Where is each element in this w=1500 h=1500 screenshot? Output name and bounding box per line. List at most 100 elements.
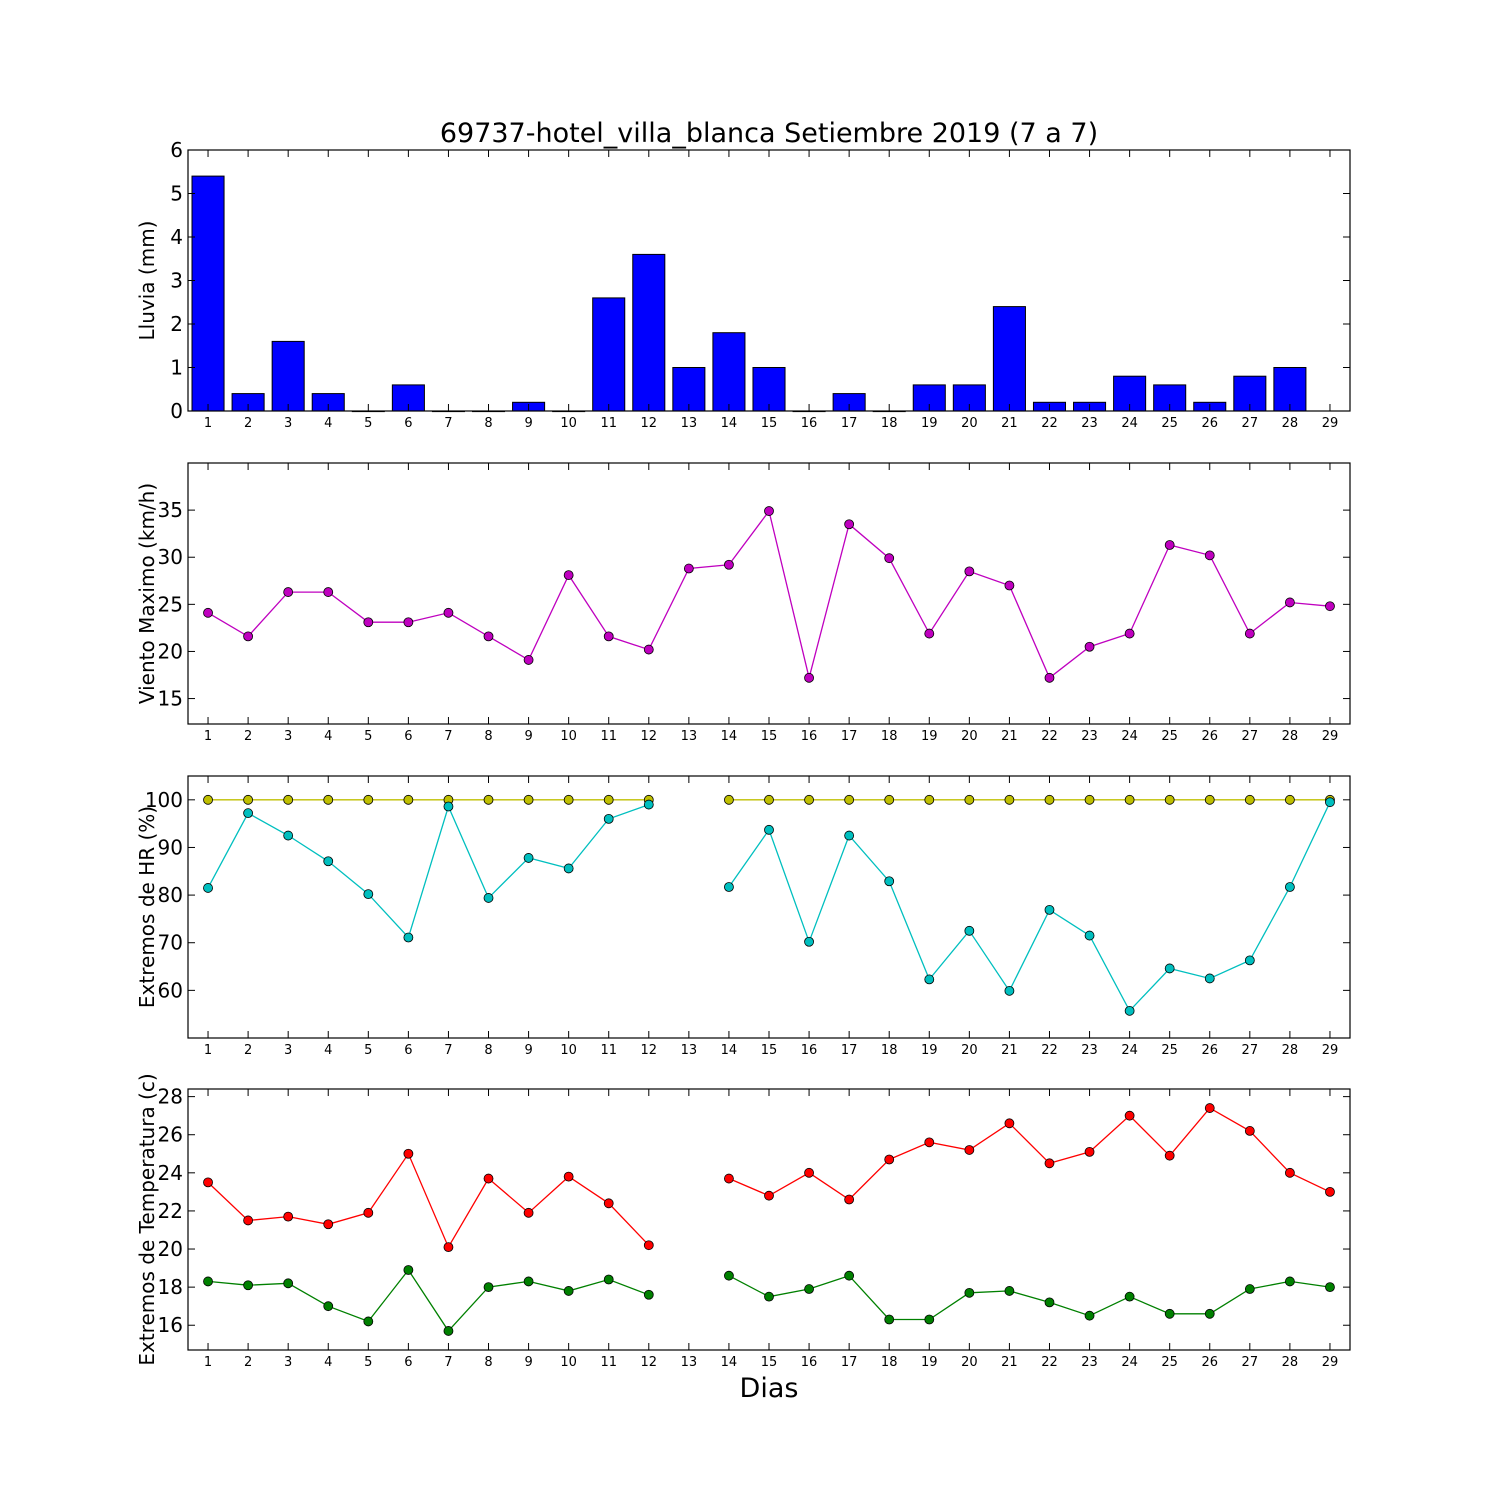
panel-frame [187, 775, 1351, 1039]
x-tick-label: 26 [1201, 416, 1218, 431]
point-day-19 [924, 794, 935, 805]
point-day-28 [1284, 882, 1295, 892]
x-tick-label: 24 [1121, 416, 1138, 431]
x-tick-label: 4 [324, 1043, 332, 1058]
x-tick-label: 7 [444, 1355, 452, 1370]
x-tick-label: 12 [641, 1043, 658, 1058]
x-tick-label: 27 [1242, 1043, 1259, 1058]
point-day-23 [1084, 794, 1095, 805]
x-tick-label: 24 [1121, 729, 1138, 744]
series-line-temp_min-1 [207, 1268, 650, 1332]
x-tick-label: 20 [961, 729, 978, 744]
x-tick-label: 22 [1041, 729, 1058, 744]
x-tick-label: 6 [404, 1043, 412, 1058]
point-day-8 [483, 893, 494, 903]
point-day-25 [1164, 540, 1175, 550]
point-day-1 [203, 794, 213, 805]
point-day-16 [804, 1167, 814, 1178]
point-day-24 [1124, 1291, 1135, 1302]
point-day-14 [724, 559, 734, 570]
y-tick-label: 28 [158, 1085, 183, 1109]
point-day-8 [483, 1282, 494, 1293]
point-day-18 [884, 876, 895, 887]
y-tick-label: 26 [158, 1123, 183, 1147]
point-day-5 [363, 617, 374, 628]
x-tick-label: 21 [1001, 1043, 1018, 1058]
point-day-21 [1004, 1118, 1015, 1129]
point-day-11 [603, 1274, 614, 1285]
point-day-21 [1004, 580, 1015, 591]
point-day-9 [523, 655, 534, 665]
point-day-10 [563, 1171, 574, 1182]
figure-title: 69737-hotel_villa_blanca Setiembre 2019 … [440, 118, 1098, 149]
point-day-6 [403, 617, 414, 628]
x-tick-label: 28 [1282, 416, 1299, 431]
point-day-15 [764, 1190, 774, 1201]
point-day-26 [1204, 794, 1215, 805]
x-tick-label: 10 [560, 416, 577, 431]
x-tick-label: 22 [1041, 1043, 1058, 1058]
x-tick-label: 8 [484, 729, 492, 744]
x-tick-label: 5 [364, 416, 372, 431]
point-day-26 [1204, 550, 1215, 561]
x-tick-label: 14 [721, 416, 738, 431]
point-day-14 [724, 882, 734, 892]
x-tick-label: 11 [600, 729, 617, 744]
x-tick-label: 4 [324, 729, 332, 744]
point-day-28 [1284, 1167, 1295, 1178]
point-day-11 [603, 813, 614, 824]
point-day-10 [563, 863, 574, 874]
point-day-16 [804, 1284, 814, 1294]
x-tick-label: 21 [1001, 1355, 1018, 1370]
x-tick-label: 3 [284, 416, 292, 431]
point-day-14 [724, 794, 734, 805]
x-tick-label: 23 [1081, 729, 1098, 744]
series-hr_min [203, 797, 1335, 1016]
x-tick-label: 8 [484, 1355, 492, 1370]
point-day-9 [523, 794, 534, 805]
y-axis-label: Extremos de Temperatura (c) [135, 1073, 159, 1365]
point-day-16 [804, 936, 814, 947]
point-day-5 [363, 1316, 374, 1327]
x-tick-label: 1 [204, 1043, 212, 1058]
bar-day-1 [191, 175, 225, 412]
x-tick-label: 19 [921, 416, 938, 431]
x-tick-label: 7 [444, 1043, 452, 1058]
y-tick-label: 15 [158, 687, 183, 711]
point-day-5 [363, 794, 374, 805]
point-day-10 [563, 794, 574, 805]
point-day-9 [523, 1276, 534, 1287]
x-tick-label: 12 [641, 1355, 658, 1370]
point-day-6 [403, 1148, 414, 1159]
x-tick-label: 12 [641, 416, 658, 431]
x-tick-label: 17 [841, 1043, 858, 1058]
x-tick-label: 26 [1201, 1043, 1218, 1058]
x-tick-label: 13 [681, 1043, 698, 1058]
point-day-22 [1044, 794, 1055, 805]
x-tick-label: 28 [1282, 1043, 1299, 1058]
point-day-20 [964, 1145, 975, 1155]
x-tick-label: 6 [404, 1355, 412, 1370]
point-day-14 [724, 1173, 734, 1184]
y-tick-label: 5 [170, 182, 183, 206]
point-day-21 [1004, 985, 1015, 996]
x-tick-label: 16 [801, 729, 818, 744]
point-day-6 [403, 1265, 414, 1275]
x-tick-label: 10 [560, 1043, 577, 1058]
point-day-27 [1244, 955, 1255, 966]
point-day-19 [924, 1314, 935, 1325]
x-tick-label: 7 [444, 416, 452, 431]
panel-frame [187, 462, 1351, 725]
x-tick-label: 1 [204, 416, 212, 431]
series-rain [191, 175, 1307, 413]
point-day-29 [1325, 1282, 1335, 1293]
point-day-12 [643, 799, 654, 810]
y-tick-label: 35 [158, 498, 183, 522]
point-day-28 [1284, 1276, 1295, 1287]
x-tick-label: 17 [841, 729, 858, 744]
point-day-25 [1164, 1150, 1175, 1161]
x-tick-label: 24 [1121, 1043, 1138, 1058]
series-line-wind-1 [207, 509, 1331, 679]
